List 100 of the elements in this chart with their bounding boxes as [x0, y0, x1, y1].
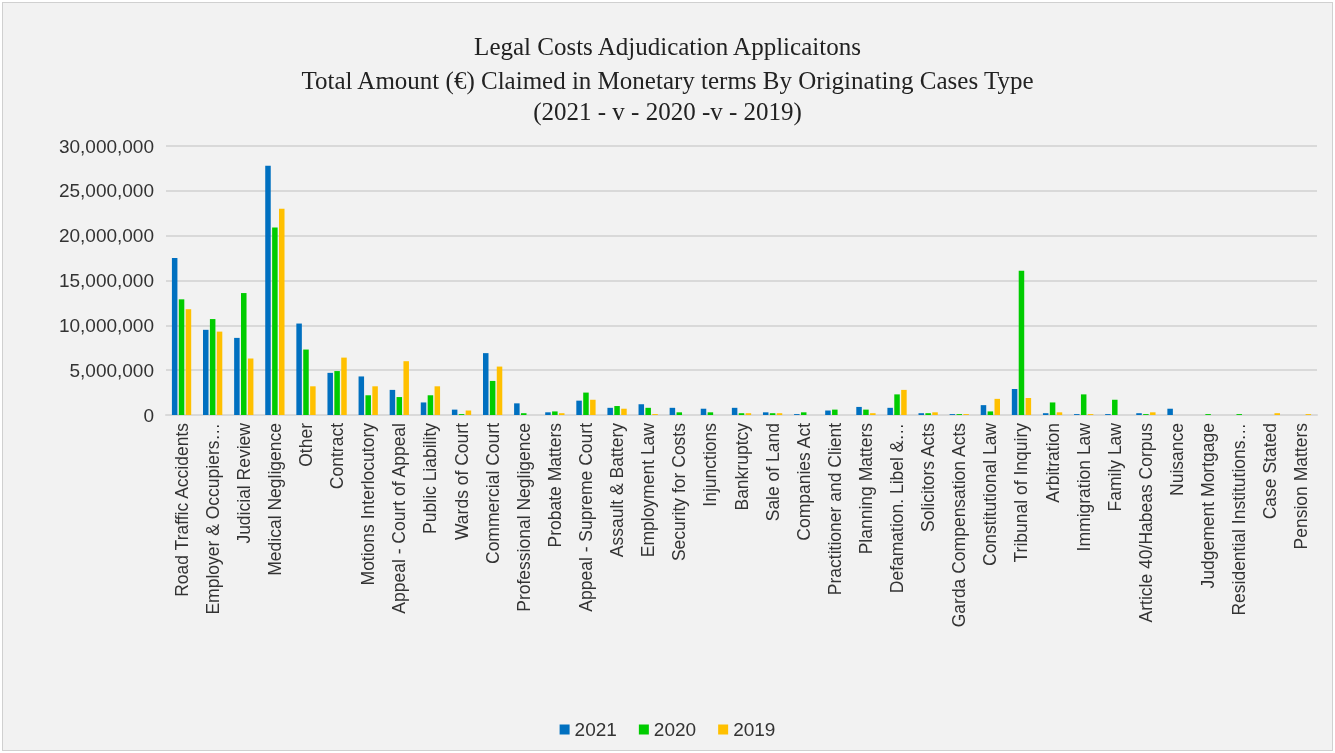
x-tick-label: Garda Compensation Acts: [949, 422, 970, 628]
bar: [552, 411, 558, 415]
bar: [296, 323, 302, 415]
bar: [887, 407, 893, 415]
bar: [1080, 394, 1087, 415]
bar: [894, 394, 900, 415]
bar: [932, 412, 938, 415]
x-tick-label: Other: [295, 422, 316, 467]
x-tick-label: Practitioner and Client: [824, 422, 845, 596]
x-tick-label: Road Traffic Accidents: [171, 422, 192, 597]
bar: [265, 165, 271, 415]
x-tick-label: Nuisance: [1167, 423, 1188, 496]
bar: [1025, 397, 1032, 415]
bar: [1112, 399, 1118, 415]
bar: [482, 353, 489, 415]
y-tick-label: 10,000,000: [58, 314, 154, 336]
x-tick-label: Planning Matters: [855, 422, 876, 555]
bar: [434, 386, 441, 415]
bar: [389, 389, 396, 415]
bar: [980, 405, 987, 415]
bar: [372, 386, 378, 415]
x-tick-label: Case Stated: [1260, 423, 1281, 520]
x-tick-label: Companies Act: [793, 422, 814, 541]
x-tick-label: Appeal - Supreme Court: [575, 422, 596, 612]
bar: [1167, 408, 1173, 415]
x-tick-label: Medical Negligence: [264, 423, 285, 576]
bar: [341, 357, 347, 415]
bar: [545, 412, 551, 415]
x-tick-label: Judgement Mortgage: [1198, 423, 1219, 589]
bar: [576, 400, 582, 415]
x-tick-label: Public Liability: [420, 422, 441, 534]
bar: [279, 208, 285, 415]
x-tick-label: Solicitors Acts: [918, 422, 939, 532]
bar: [1150, 412, 1156, 415]
bar: [638, 404, 645, 415]
bar: [901, 389, 907, 415]
x-tick-label: Assault & Battery: [607, 422, 628, 558]
bar: [514, 403, 520, 415]
x-tick-label: Immigration Law: [1073, 422, 1094, 552]
bar: [303, 349, 309, 415]
bar: [583, 392, 589, 415]
bar: [590, 399, 596, 415]
bar: [676, 412, 683, 415]
bar: [825, 410, 831, 415]
bar: [496, 366, 503, 415]
y-tick-label: 5,000,000: [69, 359, 154, 381]
bar: [327, 372, 333, 415]
x-tick-label: Arbitration: [1042, 423, 1063, 503]
x-tick-label: Security for Costs: [669, 422, 690, 562]
x-tick-label: Injunctions: [700, 422, 721, 507]
bar: [707, 412, 714, 415]
x-tick-label: Contract: [327, 422, 348, 490]
bar: [1011, 389, 1018, 415]
legend-label: 2019: [733, 719, 776, 740]
bar: [489, 380, 496, 415]
bar: [994, 398, 1001, 415]
y-tick-label: 20,000,000: [58, 225, 154, 247]
x-tick-label: Appeal - Court of Appeal: [389, 423, 410, 614]
x-tick-label: Probate Matters: [544, 422, 565, 548]
x-tick-label: Employment Law: [638, 422, 659, 558]
bar: [762, 412, 769, 415]
bar: [621, 408, 627, 415]
bar: [403, 361, 409, 415]
bar: [800, 412, 807, 415]
bar: [614, 406, 620, 415]
x-tick-label: Tribunal of Inquiry: [1011, 422, 1032, 563]
bar: [241, 293, 247, 415]
x-tick-label: Article 40/Habeas Corpus: [1135, 422, 1156, 623]
bar: [607, 407, 613, 415]
bar: [987, 411, 994, 415]
bar: [863, 409, 869, 415]
bar: [272, 227, 278, 415]
x-tick-label: Residential Institutions…: [1229, 423, 1250, 616]
x-tick-label: Commercial Court: [482, 422, 503, 564]
bar: [856, 406, 862, 415]
bar: [427, 395, 434, 415]
bar: [1056, 412, 1063, 415]
x-tick-label: Constitutional Law: [980, 422, 1001, 566]
bar: [1018, 270, 1025, 415]
bar: [247, 358, 254, 415]
bar: [234, 337, 240, 415]
x-tick-label: Pension Matters: [1291, 422, 1312, 550]
x-tick-label: Motions Interlocutory: [358, 422, 379, 586]
x-tick-label: Sale of Land: [762, 423, 783, 522]
bar: [396, 397, 403, 415]
bar: [365, 395, 371, 415]
x-tick-label: Employer & Occupiers…: [202, 423, 223, 615]
legend-label: 2020: [653, 719, 697, 740]
chart-title: Legal Costs Adjudication Applicaitons: [474, 33, 861, 60]
bar: [358, 376, 365, 415]
bar: [420, 402, 427, 415]
x-tick-label: Bankruptcy: [731, 422, 752, 511]
y-tick-label: 15,000,000: [58, 270, 154, 291]
bar: [209, 319, 216, 415]
y-tick-label: 30,000,000: [58, 135, 154, 157]
bar: [1049, 402, 1056, 415]
y-tick-label: 25,000,000: [58, 180, 154, 202]
legend-label: 2021: [574, 719, 617, 740]
bar: [645, 407, 651, 415]
x-tick-label: Wards of Court: [451, 422, 472, 541]
